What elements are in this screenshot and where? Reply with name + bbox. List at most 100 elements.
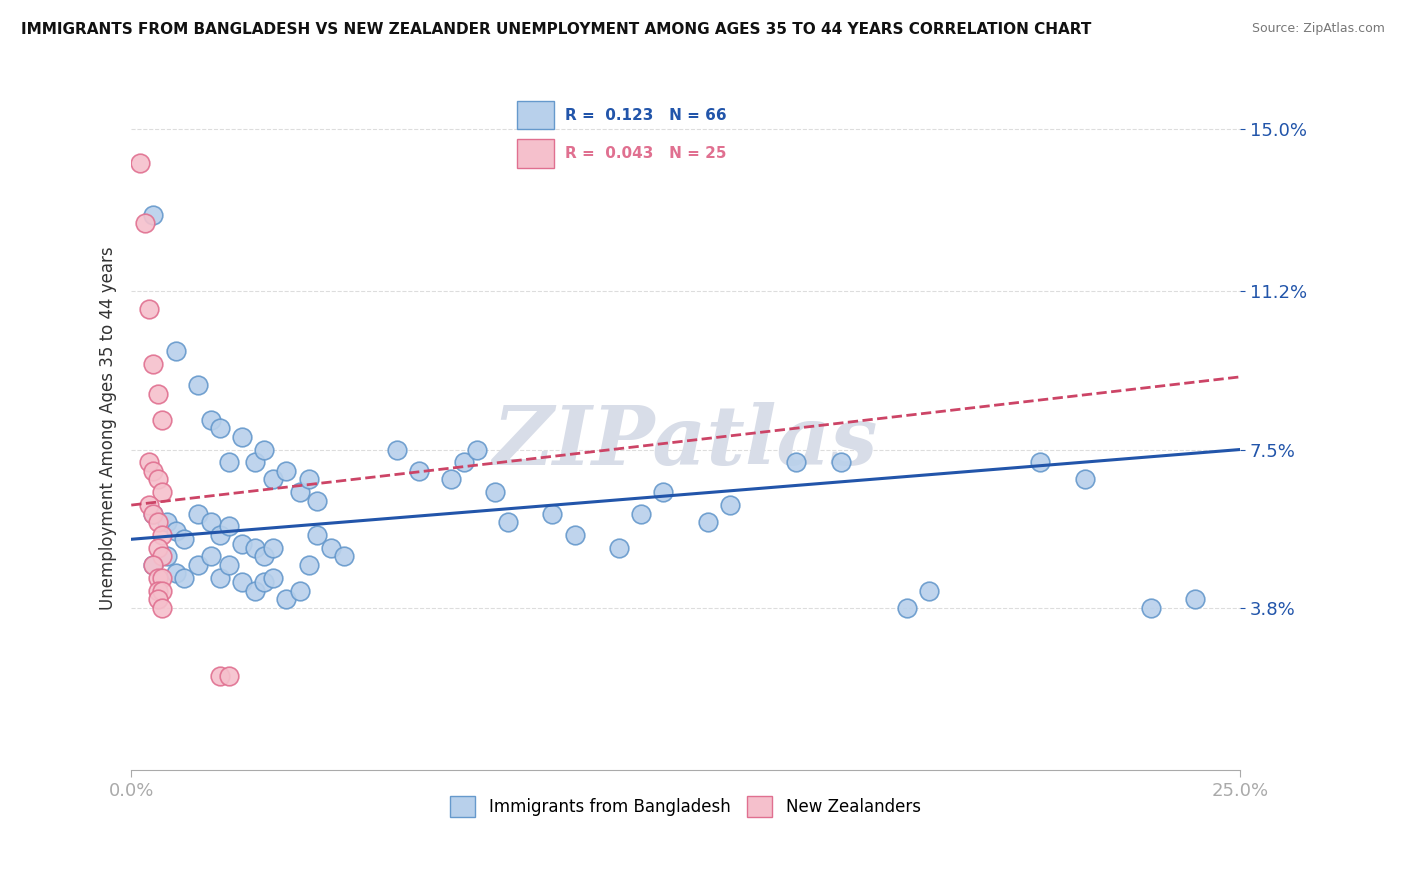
Point [150,485,173,500]
Bar [517,101,554,129]
Point [156,515,179,529]
Point [138,498,160,512]
Point [496,515,519,529]
Point [150,583,173,598]
Point [146,571,169,585]
Point [245,583,267,598]
Point [138,301,160,316]
Point [262,473,284,487]
Point [218,455,240,469]
Point [896,600,918,615]
Point [208,571,231,585]
Bar [517,139,554,168]
Point [150,571,173,585]
Point [918,583,941,598]
Point [142,558,165,572]
Point [134,216,156,230]
Point [187,558,209,572]
Point [173,571,195,585]
Point [484,485,506,500]
Point [146,583,169,598]
Point [276,592,298,607]
Point [408,464,430,478]
Point [187,507,209,521]
Point [231,574,253,589]
Point [150,549,173,564]
Point [830,455,852,469]
Point [1184,592,1206,607]
Point [142,507,165,521]
Point [630,507,652,521]
Point [146,473,169,487]
Point [718,498,741,512]
Point [200,549,222,564]
Point [319,541,342,555]
Point [1140,600,1163,615]
Point [387,442,409,457]
Point [245,455,267,469]
Point [208,528,231,542]
Point [564,528,586,542]
Point [465,442,488,457]
Point [307,528,329,542]
Point [245,541,267,555]
Point [696,515,718,529]
Point [231,536,253,550]
Point [142,558,165,572]
Point [146,387,169,401]
Text: ZIPatlas: ZIPatlas [492,402,879,482]
Point [262,571,284,585]
Point [218,669,240,683]
Point [200,412,222,426]
Point [129,156,152,170]
Text: R =  0.123   N = 66: R = 0.123 N = 66 [565,108,727,122]
Point [333,549,356,564]
Point [150,412,173,426]
Text: IMMIGRANTS FROM BANGLADESH VS NEW ZEALANDER UNEMPLOYMENT AMONG AGES 35 TO 44 YEA: IMMIGRANTS FROM BANGLADESH VS NEW ZEALAN… [21,22,1091,37]
Point [262,541,284,555]
Point [142,208,165,222]
Point [297,473,319,487]
Point [307,493,329,508]
Legend: Immigrants from Bangladesh, New Zealanders: Immigrants from Bangladesh, New Zealande… [444,789,927,823]
Point [208,669,231,683]
Point [607,541,630,555]
Y-axis label: Unemployment Among Ages 35 to 44 years: Unemployment Among Ages 35 to 44 years [100,246,117,610]
Point [785,455,807,469]
Point [1073,473,1095,487]
Text: Source: ZipAtlas.com: Source: ZipAtlas.com [1251,22,1385,36]
Point [146,592,169,607]
Point [150,528,173,542]
Point [200,515,222,529]
Point [142,507,165,521]
Point [231,430,253,444]
Point [138,455,160,469]
Point [541,507,564,521]
Point [453,455,475,469]
Point [208,421,231,435]
Point [288,485,311,500]
Point [253,574,276,589]
Point [165,344,187,359]
Point [253,442,276,457]
Point [439,473,461,487]
Point [165,566,187,581]
Point [218,519,240,533]
Point [150,600,173,615]
Point [288,583,311,598]
Point [1029,455,1052,469]
Point [276,464,298,478]
Point [297,558,319,572]
Point [173,533,195,547]
Point [156,549,179,564]
Point [146,515,169,529]
Text: R =  0.043   N = 25: R = 0.043 N = 25 [565,146,727,161]
Point [142,357,165,371]
Point [142,464,165,478]
Point [652,485,675,500]
Point [187,378,209,392]
Point [146,541,169,555]
Point [165,524,187,538]
Point [253,549,276,564]
Point [218,558,240,572]
